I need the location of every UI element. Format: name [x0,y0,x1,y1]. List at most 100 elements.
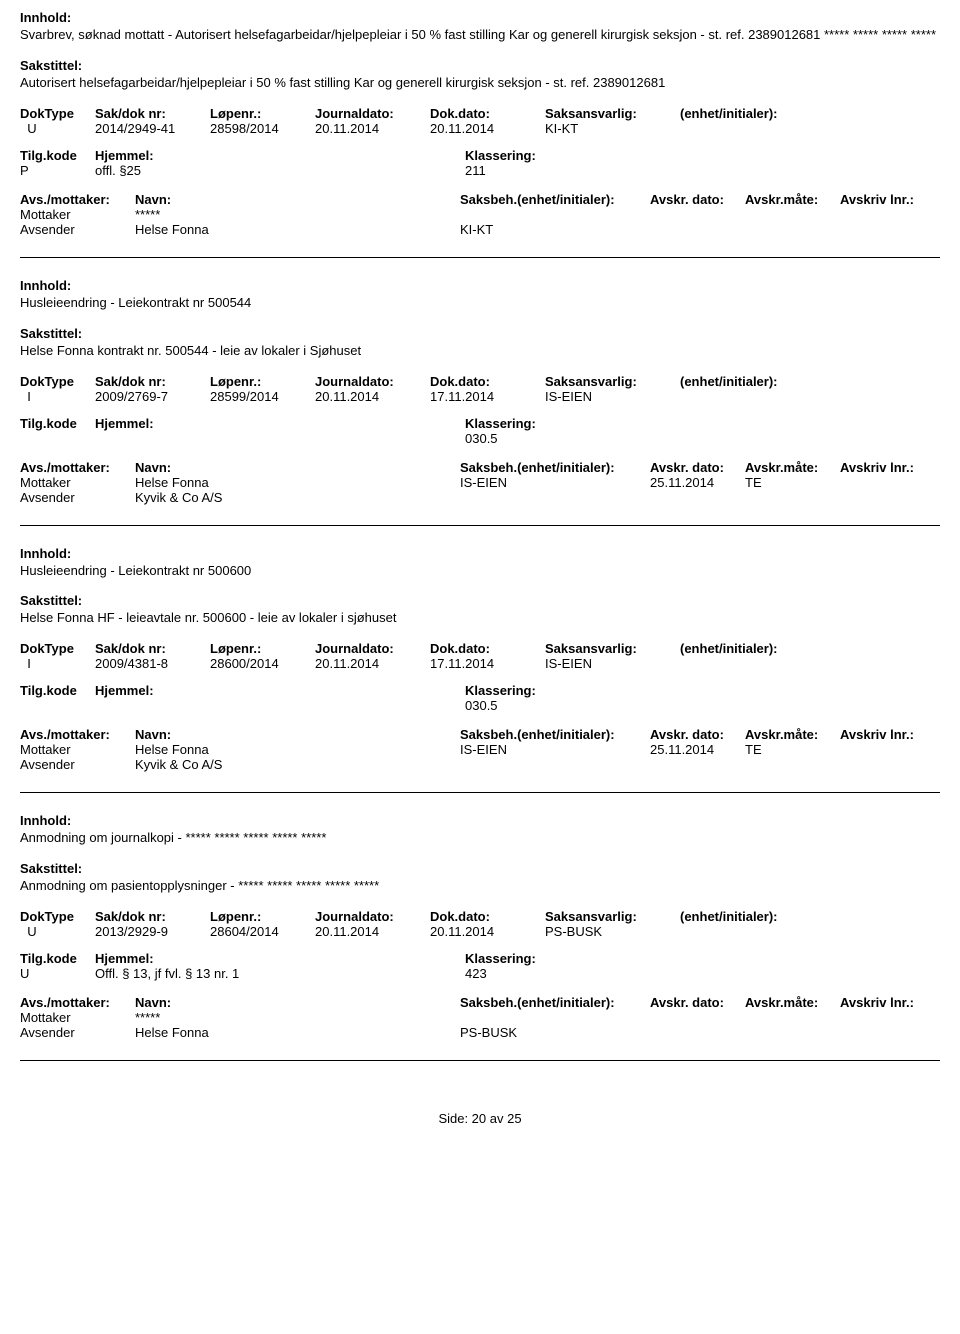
people-header-row: Avs./mottaker:Navn:Saksbeh.(enhet/initia… [20,727,940,742]
enhet-header: (enhet/initialer): [680,909,778,924]
avskrdato-header: Avskr. dato: [650,995,745,1010]
doktype-header: DokType [20,106,95,121]
hjemmel-header: Hjemmel: [95,683,465,698]
hjemmel-value-row: Poffl. §25211 [20,163,940,178]
lopenr-value: 28598/2014 [210,121,315,136]
innhold-label: Innhold: [20,546,940,561]
saksansvarlig-header: Saksansvarlig: [545,641,680,656]
avskrmate-header: Avskr.måte: [745,727,840,742]
navn-header: Navn: [135,727,460,742]
tilgkode-header: Tilg.kode [20,148,95,163]
person-role: Avsender [20,1025,135,1040]
hjemmel-header: Hjemmel: [95,951,465,966]
meta-header-row: DokTypeSak/dok nr:Løpenr.:Journaldato:Do… [20,106,940,121]
person-saksbeh [460,757,650,772]
saksansvarlig-value: IS-EIEN [545,656,680,671]
lopenr-value: 28604/2014 [210,924,315,939]
person-avskrdato [650,222,745,237]
sakstittel-label: Sakstittel: [20,861,940,876]
sakstittel-text: Autorisert helsefagarbeidar/hjelpepleiar… [20,75,940,92]
innhold-label: Innhold: [20,813,940,828]
tilgkode-header: Tilg.kode [20,683,95,698]
enhet-header: (enhet/initialer): [680,106,778,121]
sakdoknr-value: 2013/2929-9 [95,924,210,939]
person-avskrdato: 25.11.2014 [650,475,745,490]
person-role: Avsender [20,757,135,772]
tilgkode-value: P [20,163,95,178]
sakdoknr-value: 2009/2769-7 [95,389,210,404]
person-name: ***** [135,207,460,222]
doktype-value: U [20,121,95,136]
saksansvarlig-value: IS-EIEN [545,389,680,404]
hjemmel-value [95,431,465,446]
journal-entry: Innhold:Anmodning om journalkopi - *****… [20,813,940,1061]
klassering-header: Klassering: [465,951,536,966]
person-row: MottakerHelse FonnaIS-EIEN25.11.2014TE [20,742,940,757]
person-row: AvsenderHelse FonnaKI-KT [20,222,940,237]
dokdato-value: 20.11.2014 [430,924,545,939]
hjemmel-value-row: UOffl. § 13, jf fvl. § 13 nr. 1423 [20,966,940,981]
person-avskrmate: TE [745,742,840,757]
dokdato-value: 20.11.2014 [430,121,545,136]
person-name: Helse Fonna [135,1025,460,1040]
saksansvarlig-header: Saksansvarlig: [545,374,680,389]
person-saksbeh: PS-BUSK [460,1025,650,1040]
lopenr-value: 28600/2014 [210,656,315,671]
dokdato-header: Dok.dato: [430,374,545,389]
saksansvarlig-header: Saksansvarlig: [545,909,680,924]
avskrdato-header: Avskr. dato: [650,192,745,207]
sakstittel-label: Sakstittel: [20,326,940,341]
avskrdato-header: Avskr. dato: [650,460,745,475]
person-row: AvsenderKyvik & Co A/S [20,490,940,505]
journaldato-value: 20.11.2014 [315,389,430,404]
avsmottaker-header: Avs./mottaker: [20,192,135,207]
meta-header-row: DokTypeSak/dok nr:Løpenr.:Journaldato:Do… [20,909,940,924]
dokdato-value: 17.11.2014 [430,389,545,404]
person-saksbeh [460,1010,650,1025]
sakdoknr-header: Sak/dok nr: [95,106,210,121]
saksansvarlig-value: PS-BUSK [545,924,680,939]
doktype-header: DokType [20,374,95,389]
person-row: AvsenderKyvik & Co A/S [20,757,940,772]
journaldato-value: 20.11.2014 [315,656,430,671]
meta-header-row: DokTypeSak/dok nr:Løpenr.:Journaldato:Do… [20,374,940,389]
person-role: Mottaker [20,1010,135,1025]
avskrmate-header: Avskr.måte: [745,460,840,475]
avskrmate-header: Avskr.måte: [745,995,840,1010]
dokdato-value: 17.11.2014 [430,656,545,671]
person-row: Mottaker***** [20,1010,940,1025]
enhet-header: (enhet/initialer): [680,374,778,389]
innhold-label: Innhold: [20,278,940,293]
hjemmel-row: Tilg.kodeHjemmel:Klassering: [20,148,940,163]
page-footer: Side: 20 av 25 [20,1111,940,1126]
person-avskrmate [745,1010,840,1025]
people-header-row: Avs./mottaker:Navn:Saksbeh.(enhet/initia… [20,460,940,475]
journaldato-header: Journaldato: [315,374,430,389]
avskrivlnr-header: Avskriv lnr.: [840,460,914,475]
sakdoknr-header: Sak/dok nr: [95,374,210,389]
hjemmel-value: Offl. § 13, jf fvl. § 13 nr. 1 [95,966,465,981]
person-saksbeh [460,490,650,505]
avsmottaker-header: Avs./mottaker: [20,995,135,1010]
person-role: Mottaker [20,742,135,757]
saksansvarlig-header: Saksansvarlig: [545,106,680,121]
person-row: MottakerHelse FonnaIS-EIEN25.11.2014TE [20,475,940,490]
person-name: Helse Fonna [135,742,460,757]
person-saksbeh: IS-EIEN [460,742,650,757]
meta-value-row: U2013/2929-928604/201420.11.201420.11.20… [20,924,940,939]
person-avskrdato [650,207,745,222]
klassering-value: 030.5 [465,698,498,713]
lopenr-header: Løpenr.: [210,641,315,656]
meta-header-row: DokTypeSak/dok nr:Løpenr.:Journaldato:Do… [20,641,940,656]
dokdato-header: Dok.dato: [430,641,545,656]
sakstittel-text: Helse Fonna kontrakt nr. 500544 - leie a… [20,343,940,360]
person-avskrdato: 25.11.2014 [650,742,745,757]
saksansvarlig-value: KI-KT [545,121,680,136]
innhold-text: Husleieendring - Leiekontrakt nr 500544 [20,295,940,312]
journaldato-value: 20.11.2014 [315,924,430,939]
person-name: Helse Fonna [135,222,460,237]
person-name: Kyvik & Co A/S [135,490,460,505]
hjemmel-row: Tilg.kodeHjemmel:Klassering: [20,416,940,431]
people-header-row: Avs./mottaker:Navn:Saksbeh.(enhet/initia… [20,995,940,1010]
hjemmel-row: Tilg.kodeHjemmel:Klassering: [20,951,940,966]
